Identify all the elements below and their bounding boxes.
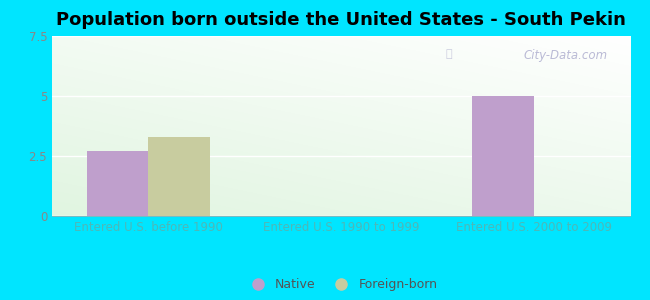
- Bar: [473, 96, 534, 216]
- Text: 🔍: 🔍: [445, 49, 452, 58]
- Text: City-Data.com: City-Data.com: [523, 49, 607, 62]
- Legend: Native, Foreign-born: Native, Foreign-born: [240, 273, 442, 296]
- Title: Population born outside the United States - South Pekin: Population born outside the United State…: [57, 11, 626, 29]
- Bar: [86, 151, 148, 216]
- Bar: [148, 137, 210, 216]
